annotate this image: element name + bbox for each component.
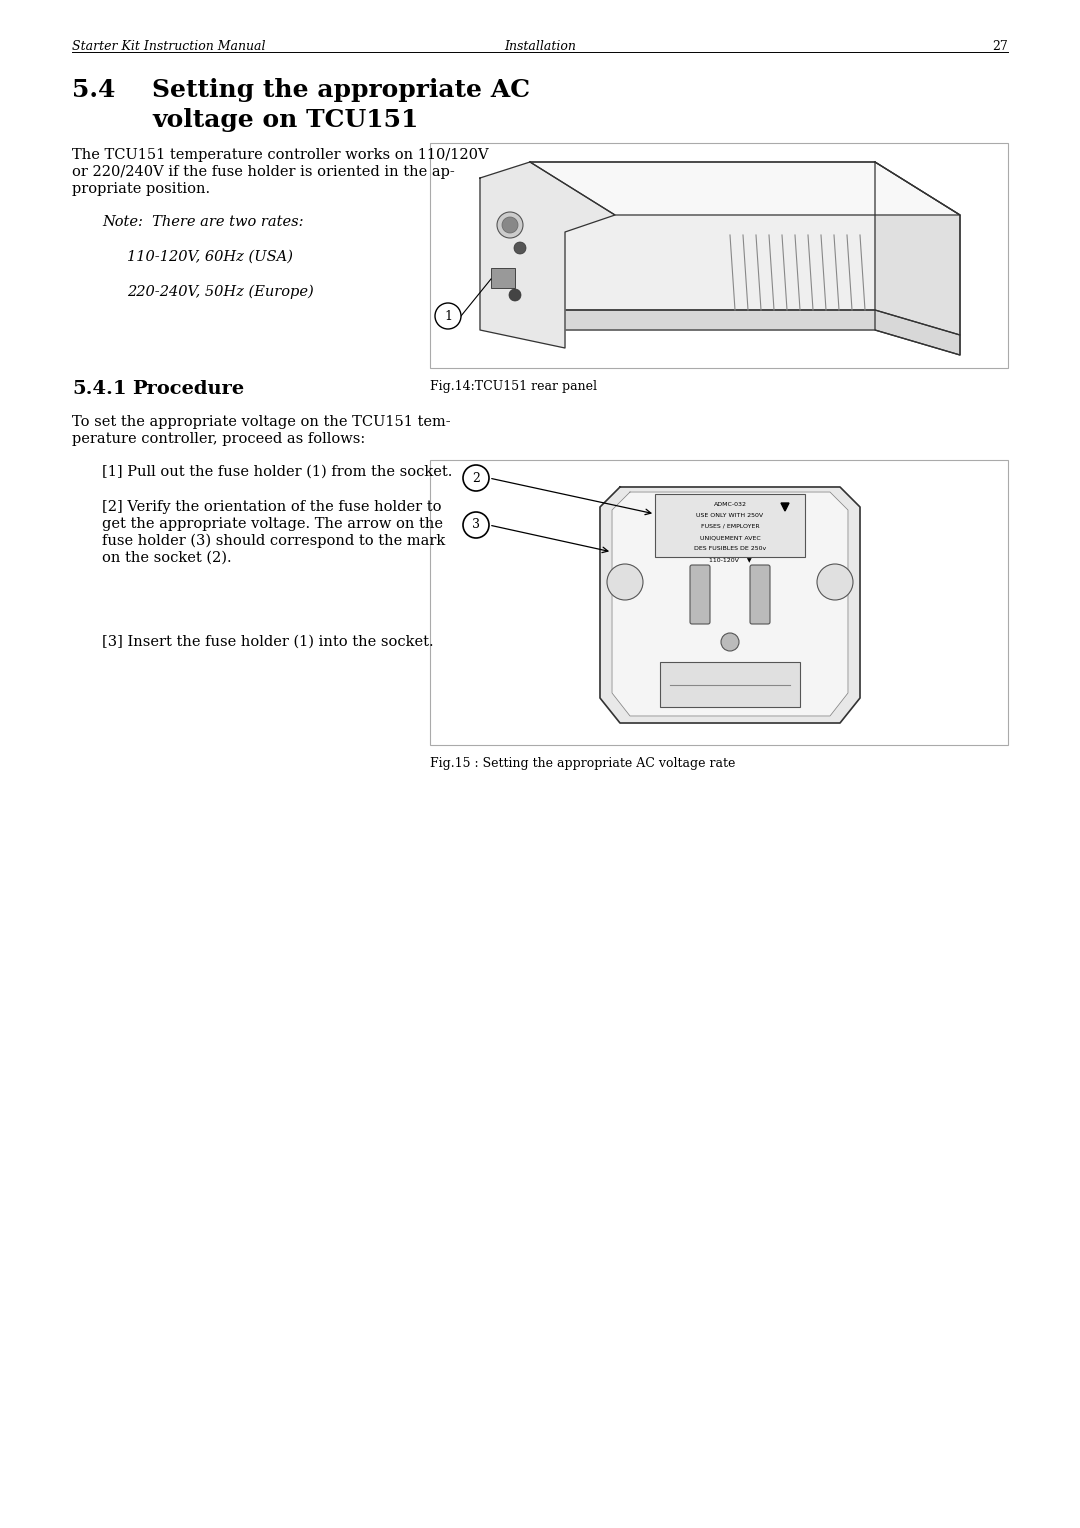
Text: Note:  There are two rates:: Note: There are two rates: xyxy=(102,215,303,229)
Bar xyxy=(654,494,805,558)
Text: on the socket (2).: on the socket (2). xyxy=(102,552,231,565)
Circle shape xyxy=(463,512,489,538)
Text: 5.4: 5.4 xyxy=(72,78,116,102)
Circle shape xyxy=(721,633,739,651)
Text: Fig.15 : Setting the appropriate AC voltage rate: Fig.15 : Setting the appropriate AC volt… xyxy=(430,756,735,770)
Polygon shape xyxy=(530,162,960,215)
Text: [2] Verify the orientation of the fuse holder to: [2] Verify the orientation of the fuse h… xyxy=(102,500,442,513)
Text: UNIQUEMENT AVEC: UNIQUEMENT AVEC xyxy=(700,535,760,539)
Text: perature controller, proceed as follows:: perature controller, proceed as follows: xyxy=(72,432,365,446)
Text: 27: 27 xyxy=(993,40,1008,53)
Polygon shape xyxy=(600,487,860,723)
Text: Fig.14:TCU151 rear panel: Fig.14:TCU151 rear panel xyxy=(430,380,597,393)
Text: fuse holder (3) should correspond to the mark: fuse holder (3) should correspond to the… xyxy=(102,533,445,549)
Bar xyxy=(430,460,1008,746)
Polygon shape xyxy=(480,162,615,348)
Text: [1] Pull out the fuse holder (1) from the socket.: [1] Pull out the fuse holder (1) from th… xyxy=(102,465,453,478)
FancyBboxPatch shape xyxy=(491,267,515,287)
Text: The TCU151 temperature controller works on 110/120V: The TCU151 temperature controller works … xyxy=(72,148,488,162)
Text: 2: 2 xyxy=(472,472,480,484)
Text: 5.4.1: 5.4.1 xyxy=(72,380,126,397)
Text: 110-120V    ▼: 110-120V ▼ xyxy=(708,558,752,562)
Text: Setting the appropriate AC: Setting the appropriate AC xyxy=(152,78,530,102)
Text: voltage on TCU151: voltage on TCU151 xyxy=(152,108,418,131)
Text: get the appropriate voltage. The arrow on the: get the appropriate voltage. The arrow o… xyxy=(102,516,443,532)
Text: ADMC-032: ADMC-032 xyxy=(714,503,746,507)
Polygon shape xyxy=(781,503,789,510)
Polygon shape xyxy=(612,492,848,717)
Bar xyxy=(660,662,800,707)
Text: USE ONLY WITH 250V: USE ONLY WITH 250V xyxy=(697,513,764,518)
Circle shape xyxy=(509,289,521,301)
Text: Starter Kit Instruction Manual: Starter Kit Instruction Manual xyxy=(72,40,266,53)
Text: Procedure: Procedure xyxy=(132,380,244,397)
Circle shape xyxy=(514,241,526,254)
FancyBboxPatch shape xyxy=(750,565,770,623)
Text: [3] Insert the fuse holder (1) into the socket.: [3] Insert the fuse holder (1) into the … xyxy=(102,636,434,649)
Circle shape xyxy=(463,465,489,490)
Text: Installation: Installation xyxy=(504,40,576,53)
Circle shape xyxy=(607,564,643,601)
Circle shape xyxy=(502,217,518,232)
Circle shape xyxy=(435,303,461,329)
Polygon shape xyxy=(875,162,960,354)
Polygon shape xyxy=(530,162,960,335)
Circle shape xyxy=(816,564,853,601)
Text: To set the appropriate voltage on the TCU151 tem-: To set the appropriate voltage on the TC… xyxy=(72,416,450,429)
Bar xyxy=(430,144,1008,368)
Text: 220-240V, 50Hz (Europe): 220-240V, 50Hz (Europe) xyxy=(127,286,314,299)
Text: 3: 3 xyxy=(472,518,480,532)
Text: DES FUSIBLES DE 250v: DES FUSIBLES DE 250v xyxy=(693,545,766,552)
FancyBboxPatch shape xyxy=(690,565,710,623)
Text: FUSES / EMPLOYER: FUSES / EMPLOYER xyxy=(701,524,759,529)
Text: or 220/240V if the fuse holder is oriented in the ap-: or 220/240V if the fuse holder is orient… xyxy=(72,165,455,179)
Text: 110-120V, 60Hz (USA): 110-120V, 60Hz (USA) xyxy=(127,251,293,264)
Circle shape xyxy=(497,212,523,238)
Text: propriate position.: propriate position. xyxy=(72,182,211,196)
Text: 1: 1 xyxy=(444,310,453,322)
Polygon shape xyxy=(530,310,960,354)
